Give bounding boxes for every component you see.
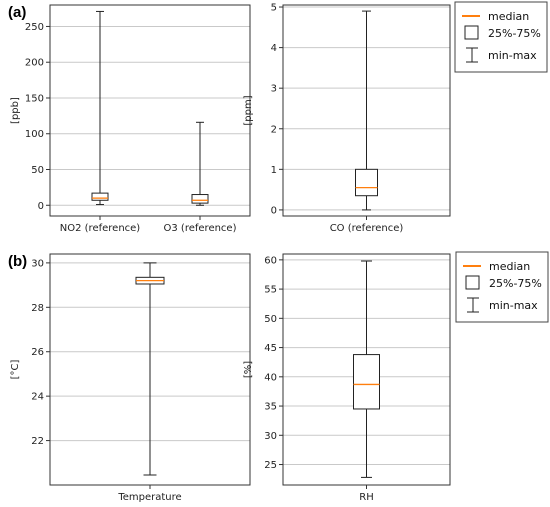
legend-whisker-swatch	[467, 297, 479, 313]
y-tick-label: 28	[31, 303, 44, 314]
y-tick-label: 22	[31, 436, 44, 447]
y-tick-label: 200	[25, 58, 44, 69]
y-tick-label: 35	[264, 402, 277, 413]
legend-median-label: median	[489, 260, 530, 273]
y-tick-label: 30	[31, 258, 44, 269]
y-tick-label: 40	[264, 372, 277, 383]
y-tick-label: 24	[31, 392, 44, 403]
legend-box-swatch	[464, 25, 479, 40]
chart-no2-o3: 0 50 100 150 200 250 [ppb] NO2 (reference) O3 (r…	[10, 4, 251, 234]
plot-frame	[49, 4, 251, 217]
legend-whisker-label: min-max	[489, 299, 538, 312]
y-tick-label: 50	[264, 314, 277, 325]
y-tick-label: 3	[271, 84, 277, 95]
y-tick-label: 26	[31, 347, 44, 358]
legend-frame	[454, 1, 548, 73]
x-tick-label: Temperature	[117, 492, 181, 503]
x-tick-label: CO (reference)	[330, 223, 404, 234]
y-tick-label: 5	[271, 3, 277, 14]
iqr-box	[353, 354, 380, 410]
y-tick-label: 45	[264, 343, 277, 354]
iqr-box	[355, 168, 378, 197]
legend-frame	[455, 251, 549, 323]
chart-rh: 25 30 35 40 45 50 55 60 [%] RH	[243, 253, 451, 503]
y-axis-label: [ppb]	[10, 97, 21, 124]
legend-whisker-label: min-max	[488, 49, 537, 62]
legend-bottom: median 25%-75% min-max	[455, 251, 549, 323]
legend-top: median 25%-75% min-max	[454, 1, 548, 73]
panel-label-b: (b)	[8, 253, 27, 270]
y-tick-label: 2	[271, 124, 277, 135]
y-tick-label: 0	[38, 201, 44, 212]
chart-co: 0 1 2 3 4 5 [ppm] CO (reference)	[243, 3, 451, 234]
legend-box-label: 25%-75%	[488, 27, 541, 40]
x-tick-label: O3 (reference)	[164, 223, 237, 234]
legend-box-label: 25%-75%	[489, 277, 542, 290]
y-tick-label: 25	[264, 460, 277, 471]
chart-temperature: 22 24 26 28 30 [°C] Temperature	[10, 253, 251, 503]
y-tick-label: 60	[264, 255, 277, 266]
legend-box-swatch	[465, 275, 480, 290]
y-tick-label: 4	[271, 43, 277, 54]
y-axis-label: [ppm]	[243, 95, 254, 125]
legend-whisker-swatch	[466, 47, 478, 63]
y-tick-label: 250	[25, 22, 44, 33]
y-tick-label: 0	[271, 205, 277, 216]
iqr-box	[191, 194, 209, 204]
x-tick-label: RH	[359, 492, 373, 503]
x-tick-label: NO2 (reference)	[60, 223, 141, 234]
y-axis-label: [°C]	[10, 360, 21, 380]
panel-label-a: (a)	[8, 4, 26, 21]
y-tick-label: 1	[271, 165, 277, 176]
y-tick-label: 150	[25, 93, 44, 104]
y-tick-label: 100	[25, 129, 44, 140]
legend-median-label: median	[488, 10, 529, 23]
y-tick-label: 30	[264, 431, 277, 442]
y-tick-label: 55	[264, 285, 277, 296]
y-axis-label: [%]	[243, 361, 254, 378]
iqr-box	[91, 192, 109, 201]
y-tick-label: 50	[31, 165, 44, 176]
